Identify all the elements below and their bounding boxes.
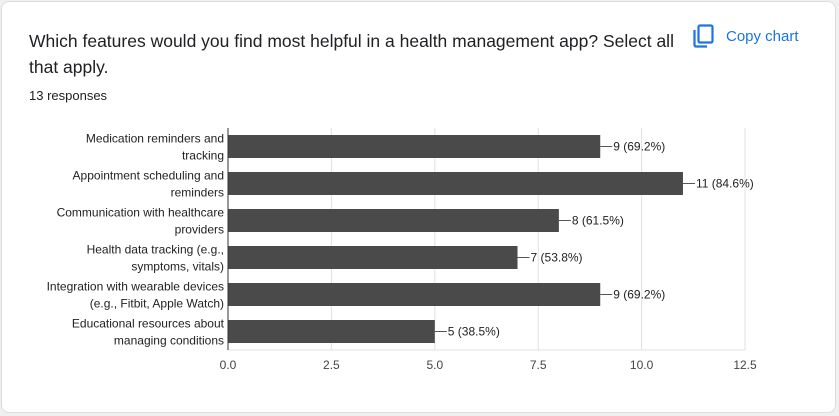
category-label: Integration with wearable devices (e.g., … — [47, 280, 224, 311]
copy-chart-button[interactable]: Copy chart — [692, 22, 799, 50]
bar — [228, 172, 683, 195]
question-title: Which features would you find most helpf… — [29, 31, 674, 77]
category-label: Educational resources about managing cond… — [72, 317, 225, 348]
category-label: Health data tracking (e.g., symptoms, vit… — [87, 243, 224, 274]
data-label: 8 (61.5%) — [572, 214, 624, 228]
data-label: 7 (53.8%) — [531, 251, 583, 265]
copy-chart-label: Copy chart — [726, 27, 799, 45]
category-label: Appointment scheduling and reminders — [73, 169, 224, 200]
x-tick-label: 10.0 — [630, 358, 654, 372]
x-tick-label: 7.5 — [530, 358, 547, 372]
data-label: 9 (69.2%) — [613, 288, 665, 302]
category-label: Medication reminders and tracking — [86, 132, 224, 163]
bar — [228, 283, 601, 306]
data-label: 5 (38.5%) — [448, 325, 500, 339]
x-tick-label: 5.0 — [426, 358, 443, 372]
bar — [228, 320, 435, 343]
copy-icon — [693, 24, 714, 48]
bar — [228, 135, 601, 158]
category-label: Communication with healthcare providers — [57, 206, 225, 237]
x-tick-label: 12.5 — [733, 358, 757, 372]
x-tick-label: 0.0 — [220, 358, 237, 372]
response-count: 13 responses — [29, 88, 108, 103]
data-label: 11 (84.6%) — [696, 177, 754, 191]
x-tick-label: 2.5 — [323, 358, 340, 372]
bar — [228, 246, 518, 269]
bar — [228, 209, 559, 232]
data-label: 9 (69.2%) — [613, 140, 665, 154]
